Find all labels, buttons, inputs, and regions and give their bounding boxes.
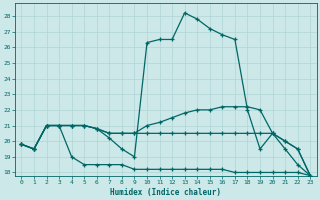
X-axis label: Humidex (Indice chaleur): Humidex (Indice chaleur) <box>110 188 221 197</box>
